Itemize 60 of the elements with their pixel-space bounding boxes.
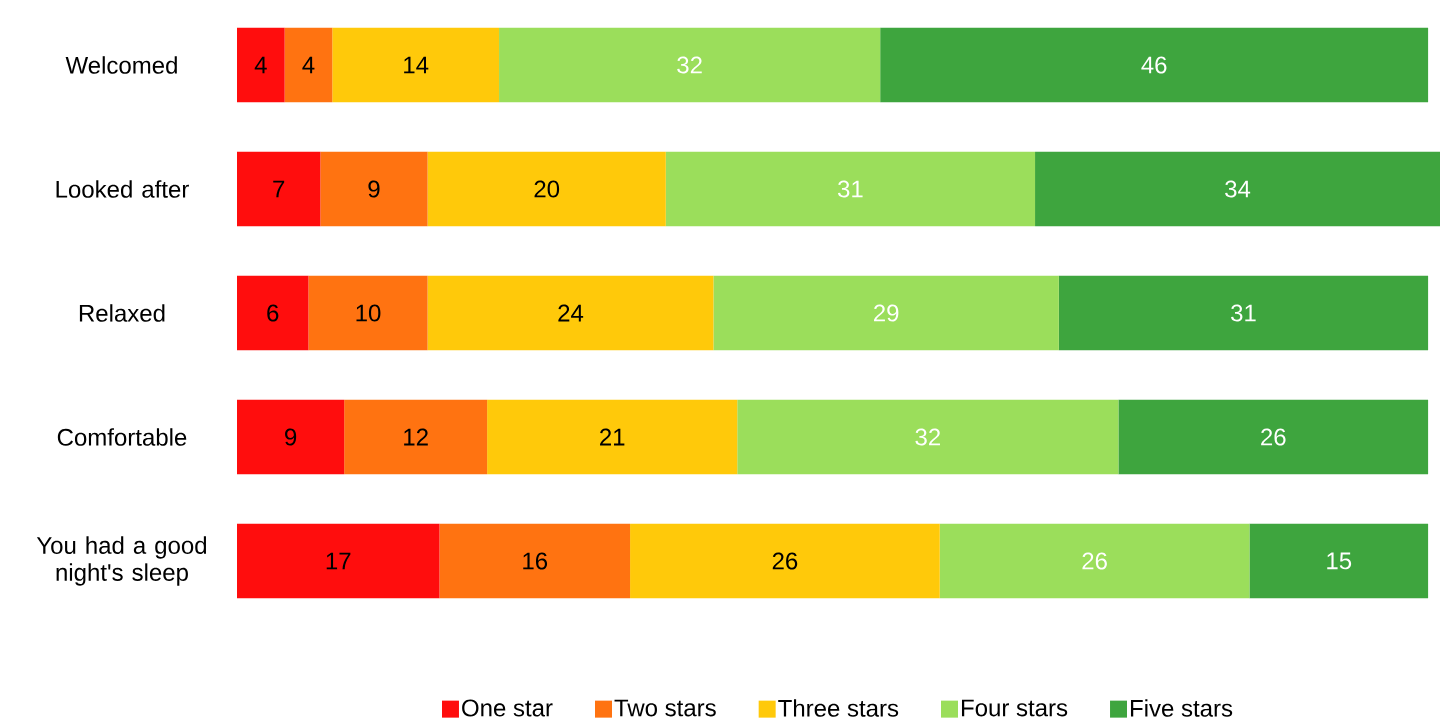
legend-label: Four stars [961, 699, 1068, 717]
data-label: 9 [285, 428, 297, 446]
data-label: 14 [404, 56, 429, 74]
bar [237, 27, 285, 103]
y-tick-label: Relaxed [79, 304, 165, 322]
bar [237, 399, 345, 475]
bar [737, 399, 1119, 475]
bar [344, 399, 488, 475]
data-label: 31 [837, 180, 863, 198]
data-label: 6 [267, 304, 279, 322]
bar [1058, 275, 1429, 351]
data-label: 26 [772, 552, 798, 570]
data-label: 26 [1261, 428, 1286, 446]
data-label: 4 [302, 56, 315, 74]
bar [713, 275, 1059, 351]
bar [237, 275, 309, 351]
data-label: 15 [1327, 552, 1352, 570]
data-label: 7 [273, 180, 285, 198]
data-label: 24 [558, 304, 584, 322]
bar [439, 523, 631, 599]
bar [1118, 399, 1429, 475]
data-label: 21 [600, 428, 625, 446]
bar [237, 151, 321, 227]
bar [427, 151, 666, 227]
bar [630, 523, 940, 599]
data-label: 12 [404, 428, 428, 446]
y-tick-label: Looked after [56, 180, 189, 198]
bar [237, 523, 440, 599]
data-label: 9 [368, 180, 380, 198]
bar [1035, 151, 1441, 227]
bar [1249, 523, 1429, 599]
data-label: 20 [534, 180, 560, 198]
y-tick-label: Welcomed [65, 56, 177, 74]
data-label: 26 [1082, 552, 1107, 570]
data-label: 4 [254, 56, 267, 74]
bar [427, 275, 714, 351]
data-label: 46 [1141, 56, 1167, 74]
bar [308, 275, 428, 351]
bar [665, 151, 1036, 227]
data-label: 32 [915, 428, 940, 446]
legend-label: Five stars [1130, 699, 1233, 717]
bar [320, 151, 428, 227]
legend-label: Two stars [614, 699, 716, 717]
bar [332, 27, 500, 103]
bar [487, 399, 738, 475]
legend-label: Three stars [778, 699, 899, 717]
data-label: 29 [874, 304, 899, 322]
data-label: 10 [356, 304, 381, 322]
data-label: 16 [523, 552, 548, 570]
bar [499, 27, 881, 103]
data-label: 31 [1231, 304, 1256, 322]
data-label: 34 [1225, 180, 1251, 198]
data-label: 17 [326, 552, 351, 570]
bar [880, 27, 1429, 103]
bar [939, 523, 1250, 599]
bar [284, 27, 333, 103]
data-label: 32 [677, 56, 702, 74]
legend-label: One star [462, 699, 553, 717]
y-tick-label: You had a good night's sleep [36, 536, 207, 586]
y-tick-label: Comfortable [57, 428, 187, 446]
